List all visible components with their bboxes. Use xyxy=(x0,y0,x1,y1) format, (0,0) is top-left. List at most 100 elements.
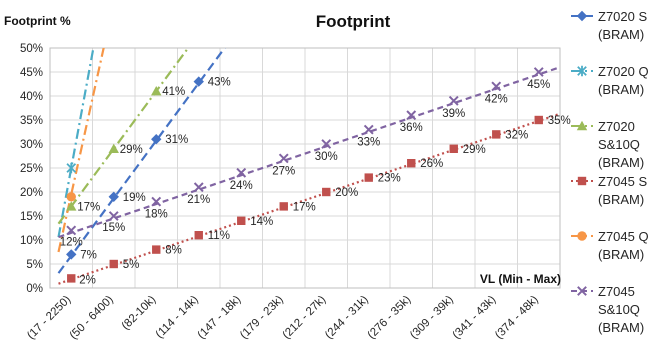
legend-entry-z7020-q-bram: Z7020 Q xyxy=(598,64,649,79)
y-tick-label: 15% xyxy=(20,211,43,223)
legend-marker-z7020-s-10q-bram xyxy=(576,120,588,131)
legend-marker-z7045-s-10q-bram xyxy=(577,286,587,296)
data-label: 18% xyxy=(145,209,168,221)
marker-z7020-s-bram xyxy=(193,76,204,87)
y-tick-label: 35% xyxy=(20,115,43,127)
trendline-z7045-s-bram xyxy=(58,112,560,285)
marker-z7020-s-bram xyxy=(66,249,77,260)
marker-z7045-s-10q-bram xyxy=(491,81,502,92)
data-label: 12% xyxy=(60,236,83,248)
legend-entry-z7045-s-10q-bram: (BRAM) xyxy=(598,320,644,335)
marker-z7045-s-10q-bram xyxy=(151,196,162,207)
legend-marker-z7020-q-bram xyxy=(577,65,587,77)
marker-z7020-s-10q-bram xyxy=(108,143,119,153)
marker-z7045-s-bram xyxy=(364,173,373,182)
data-label: 17% xyxy=(293,201,316,213)
legend-entry-z7020-s-10q-bram: Z7020 xyxy=(598,119,635,134)
marker-z7045-s-bram xyxy=(152,245,161,254)
data-label: 43% xyxy=(208,77,231,89)
plot-area xyxy=(57,48,560,285)
marker-z7045-s-10q-bram xyxy=(236,167,247,178)
data-label: 7% xyxy=(80,249,97,261)
data-label: 26% xyxy=(420,158,443,170)
marker-z7045-s-10q-bram xyxy=(108,211,119,221)
data-label: 19% xyxy=(123,192,146,204)
marker-z7045-s-bram xyxy=(279,202,288,211)
marker-z7045-q-bram xyxy=(66,192,76,202)
trendline-z7020-s-bram xyxy=(57,48,226,274)
y-axis-tick-labels: 0% 5% 10% 15% 20% 25% 30% 35% 40% 45% 50% xyxy=(20,43,43,295)
trendline-z7020-s-10q-bram xyxy=(57,48,190,225)
y-axis-label: Footprint % xyxy=(4,14,71,28)
legend-entry-z7020-s-bram: (BRAM) xyxy=(598,27,644,42)
data-label: 11% xyxy=(208,230,230,242)
legend-entry-z7020-s-bram: Z7020 S xyxy=(598,9,647,24)
legend-entry-z7045-s-bram: (BRAM) xyxy=(598,192,644,207)
data-label: 30% xyxy=(315,151,338,163)
data-label: 2% xyxy=(79,274,96,286)
legend-entry-z7020-s-10q-bram: S&10Q xyxy=(598,137,640,152)
marker-z7045-s-bram xyxy=(194,231,203,240)
marker-z7045-s-10q-bram xyxy=(533,67,544,77)
plot-frame xyxy=(49,47,561,289)
marker-z7045-s-10q-bram xyxy=(406,110,417,121)
marker-z7045-s-bram xyxy=(449,144,458,153)
data-label: 32% xyxy=(505,129,528,141)
marker-z7045-s-10q-bram xyxy=(278,153,289,164)
data-label: 23% xyxy=(378,173,401,185)
marker-z7045-s-bram xyxy=(407,159,416,168)
data-labels: 7% 19% 31% 43% 17% 29% 41% 2% 5% 8% 11% 14% 17% 20% 23… xyxy=(60,77,571,287)
data-label: 29% xyxy=(120,144,143,156)
data-label: 5% xyxy=(123,259,140,271)
marker-z7020-s-bram xyxy=(151,134,162,145)
data-label: 27% xyxy=(272,165,295,177)
data-label: 24% xyxy=(230,180,253,192)
marker-z7045-s-10q-bram xyxy=(193,182,204,193)
data-label: 17% xyxy=(77,201,100,213)
chart-title: Footprint xyxy=(316,12,391,31)
data-label: 20% xyxy=(335,187,358,199)
marker-z7045-s-bram xyxy=(237,216,246,225)
x-axis-label: VL (Min - Max) xyxy=(480,272,561,286)
markers xyxy=(66,67,544,283)
trendlines xyxy=(57,48,560,285)
marker-z7020-s-10q-bram xyxy=(151,86,162,96)
data-label: 29% xyxy=(463,144,486,156)
data-label: 41% xyxy=(162,86,185,98)
marker-z7020-s-bram xyxy=(108,191,119,202)
marker-z7045-s-bram xyxy=(67,274,76,283)
data-label: 15% xyxy=(102,222,125,234)
data-label: 35% xyxy=(548,115,571,127)
legend-entry-z7020-q-bram: (BRAM) xyxy=(598,82,644,97)
data-label: 45% xyxy=(527,79,550,91)
marker-z7045-s-bram xyxy=(534,115,543,125)
y-tick-label: 45% xyxy=(20,67,43,79)
data-label: 39% xyxy=(442,108,465,120)
marker-z7045-s-bram xyxy=(322,187,331,197)
marker-z7045-s-10q-bram xyxy=(66,225,77,236)
legend-entry-z7045-s-bram: Z7045 S xyxy=(598,174,647,189)
y-tick-label: 5% xyxy=(26,259,43,271)
legend-entry-z7045-q-bram: (BRAM) xyxy=(598,247,644,262)
y-tick-label: 30% xyxy=(20,139,43,151)
data-label: 33% xyxy=(357,137,380,149)
data-label: 42% xyxy=(485,93,508,105)
marker-z7020-s-10q-bram xyxy=(66,201,77,211)
y-tick-label: 10% xyxy=(20,235,43,247)
data-label: 21% xyxy=(187,194,210,206)
data-label: 31% xyxy=(165,134,188,146)
legend-marker-z7045-s-bram xyxy=(577,176,587,186)
trendline-z7045-s-10q-bram xyxy=(58,66,560,239)
marker-z7045-s-bram xyxy=(109,259,118,269)
legend-marker-z7020-s-bram xyxy=(576,10,588,22)
marker-z7045-s-10q-bram xyxy=(321,139,332,149)
y-tick-label: 50% xyxy=(20,43,43,55)
legend-entry-z7045-s-10q-bram: Z7045 xyxy=(598,284,635,299)
marker-z7045-s-bram xyxy=(492,130,501,139)
y-tick-label: 40% xyxy=(20,91,43,103)
legend-entry-z7045-s-10q-bram: S&10Q xyxy=(598,302,640,317)
marker-z7045-s-10q-bram xyxy=(363,124,374,135)
data-label: 14% xyxy=(250,216,273,228)
